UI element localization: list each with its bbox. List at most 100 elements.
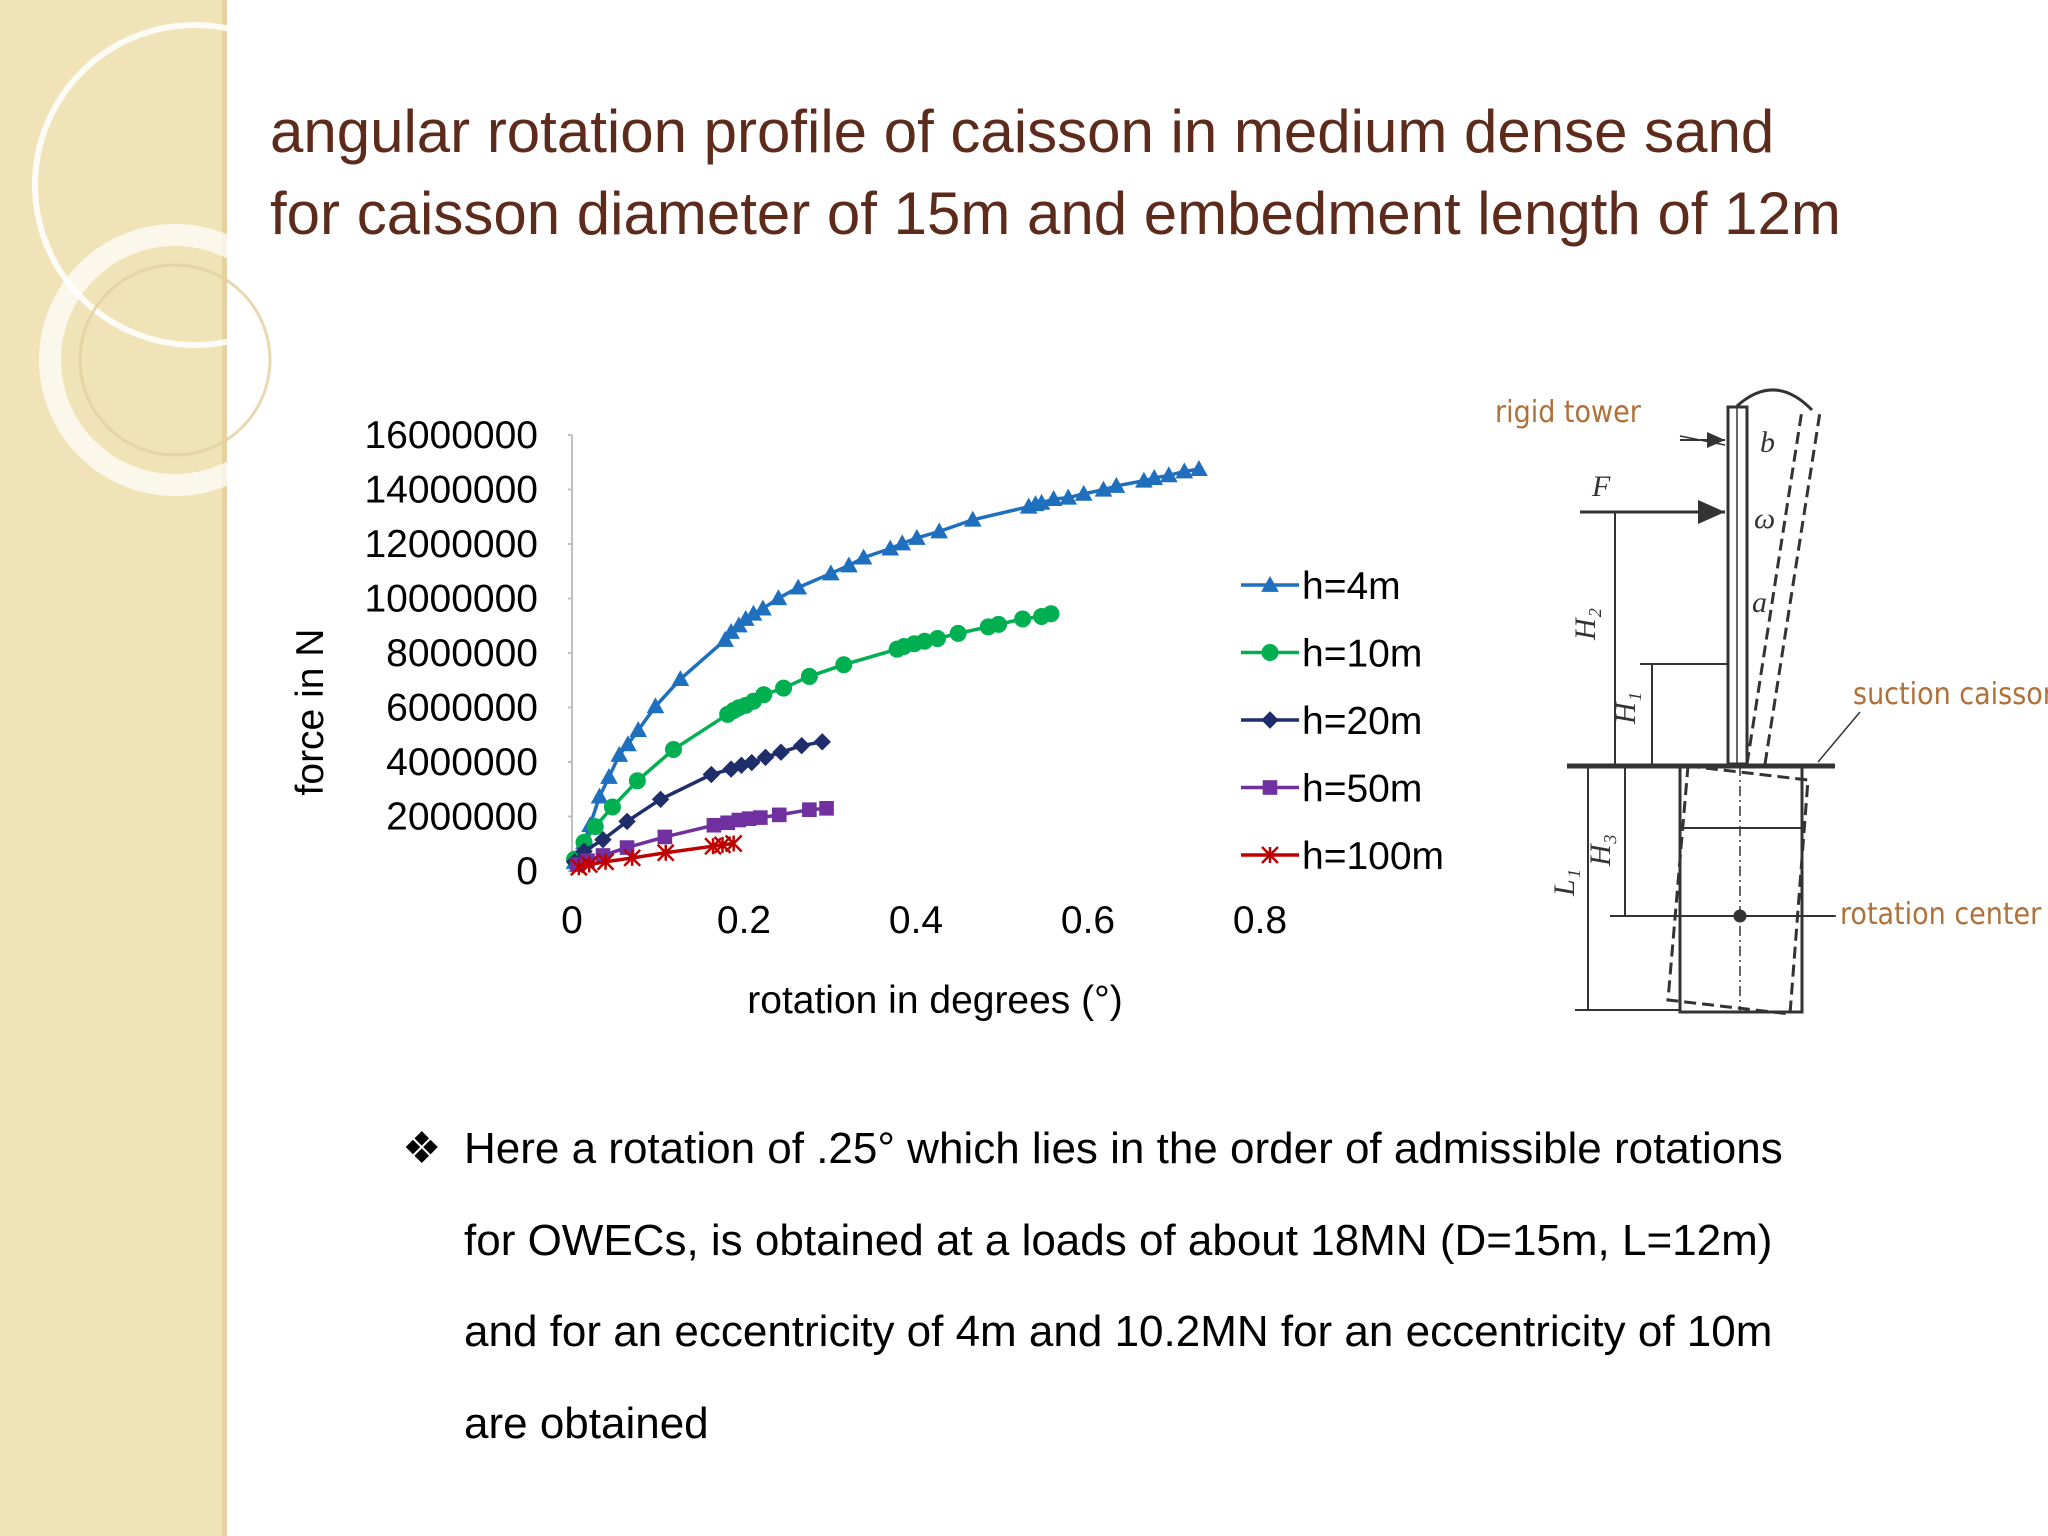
title-line: angular rotation profile of caisson in m… (270, 98, 1774, 165)
tilted-tower (1745, 409, 1804, 765)
diagram-symbol: H₃ (1584, 834, 1617, 867)
bullet-line: for OWECs, is obtained at a loads of abo… (464, 1216, 1772, 1265)
y-tick-label: 0 (516, 850, 538, 893)
data-point (628, 772, 646, 790)
bullet-line: Here a rotation of .25° which lies in th… (464, 1124, 1783, 1173)
legend-label: h=20m (1302, 700, 1422, 743)
data-point (1175, 462, 1194, 479)
bullet-symbol: ❖ (402, 1124, 441, 1173)
y-tick-label: 6000000 (386, 687, 538, 730)
deco-ring-inner (78, 263, 272, 457)
data-point (603, 798, 621, 816)
data-point (771, 807, 787, 823)
x-tick-label: 0.2 (717, 899, 771, 942)
data-point (819, 801, 834, 816)
data-point (813, 733, 831, 751)
data-point (610, 745, 629, 762)
data-point (881, 539, 900, 556)
x-tick-label: 0.6 (1061, 899, 1115, 942)
data-point (664, 740, 682, 758)
legend-marker (1261, 644, 1279, 661)
y-tick-label: 2000000 (386, 796, 538, 839)
data-point (756, 748, 775, 767)
diagram-symbol: H₁ (1609, 692, 1642, 725)
series-line (576, 806, 827, 867)
data-point (949, 624, 967, 642)
data-point (600, 767, 618, 784)
diagram-symbol: H₂ (1569, 608, 1602, 641)
deco-ring (39, 224, 311, 496)
data-point (822, 564, 840, 581)
data-point (646, 697, 665, 714)
data-point (769, 589, 788, 606)
series-line (573, 467, 1200, 863)
data-point (651, 790, 670, 809)
caisson (1678, 764, 1804, 1014)
data-point (586, 818, 604, 836)
data-point (854, 548, 873, 565)
data-point (671, 670, 690, 687)
leader (1679, 435, 1726, 446)
data-point (618, 812, 636, 831)
tilted-caisson (1666, 764, 1810, 1016)
data-point (656, 843, 675, 862)
data-point (802, 802, 817, 817)
data-point (1014, 610, 1032, 628)
data-point (1074, 484, 1093, 501)
data-point (789, 578, 808, 595)
data-point (840, 556, 858, 573)
legend-marker (1262, 780, 1278, 795)
deco-circle (32, 22, 358, 348)
data-point (1159, 466, 1178, 483)
data-point (1094, 480, 1113, 497)
data-point (775, 679, 793, 697)
diagram-symbol: a (1752, 586, 1767, 619)
data-point (716, 630, 734, 647)
data-point (792, 736, 811, 755)
diagram (1567, 388, 1861, 1016)
legend-label: h=50m (1302, 768, 1422, 811)
strip-edge (222, 0, 227, 1536)
data-point (835, 656, 853, 674)
y-tick-label: 12000000 (364, 523, 538, 566)
data-point (754, 599, 772, 616)
data-point (1044, 490, 1063, 506)
y-tick-label: 14000000 (364, 469, 538, 512)
data-point (755, 686, 773, 704)
data-point (629, 721, 648, 738)
diagram-symbol: ω (1754, 502, 1775, 535)
data-point (702, 765, 721, 784)
diagram-symbol: L₁ (1548, 869, 1581, 897)
data-point (800, 667, 818, 685)
diagram-symbol: F (1591, 470, 1611, 503)
x-axis-title: rotation in degrees (°) (747, 979, 1122, 1022)
data-point (1107, 476, 1126, 493)
x-tick-label: 0.8 (1233, 899, 1287, 942)
x-tick-label: 0.4 (889, 899, 943, 942)
legend-label: h=4m (1302, 565, 1401, 608)
tilted-tower (1763, 411, 1822, 765)
title-line: for caisson diameter of 15m and embedmen… (270, 180, 1841, 247)
y-axis-title: force in N (289, 629, 332, 796)
data-point (930, 522, 949, 539)
data-point (908, 528, 926, 545)
y-tick-label: 16000000 (364, 414, 538, 457)
data-point (706, 817, 722, 833)
legend-marker (1261, 711, 1279, 729)
y-tick-label: 10000000 (364, 578, 538, 621)
data-point (753, 810, 768, 825)
data-point (569, 858, 588, 877)
data-point (657, 829, 673, 845)
data-point (772, 743, 790, 761)
data-point (1042, 605, 1060, 623)
x-tick-label: 0 (561, 899, 583, 942)
leader (1817, 711, 1861, 763)
bullet-line: are obtained (464, 1399, 709, 1448)
data-point (590, 787, 609, 804)
rotation-point (1733, 909, 1747, 923)
data-point (743, 753, 761, 772)
data-point (1059, 488, 1078, 505)
diagram-label: rotation center (1840, 897, 2042, 932)
